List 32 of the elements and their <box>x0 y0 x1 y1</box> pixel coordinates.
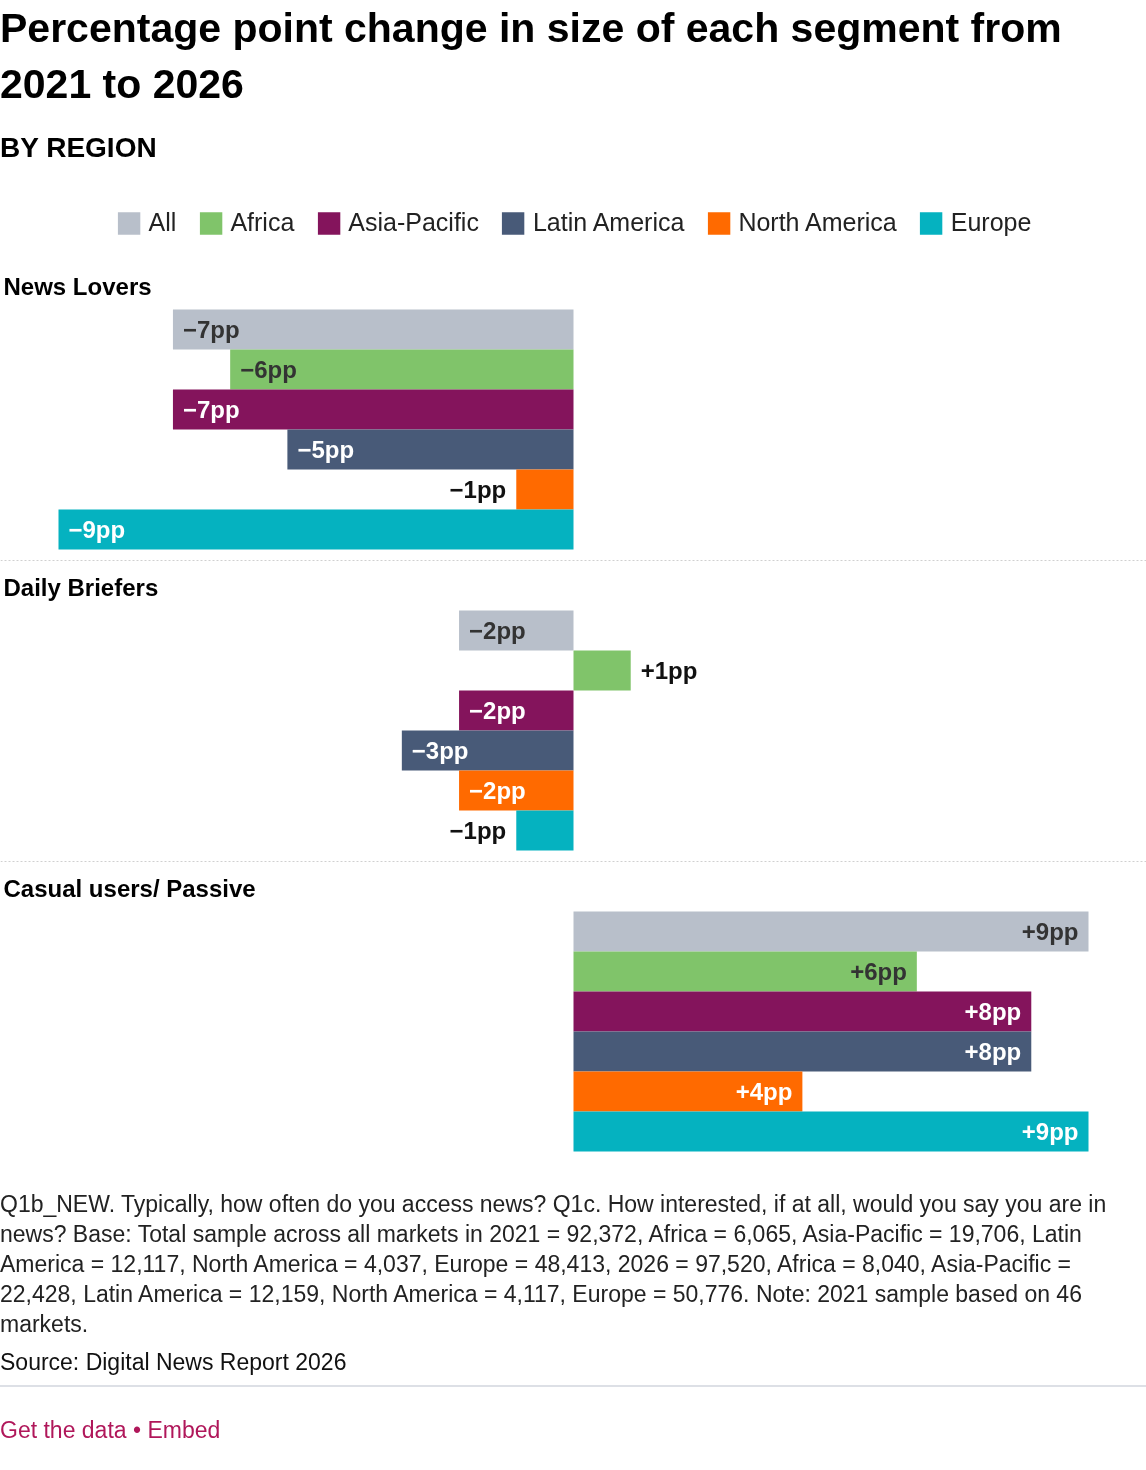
data-label: −9pp <box>68 516 126 543</box>
chart-title: Percentage point change in size of each segment from 2021 to 2026 <box>0 4 1063 109</box>
data-label: −6pp <box>240 356 297 383</box>
data-label: −7pp <box>182 316 240 343</box>
data-label: −5pp <box>297 436 355 463</box>
legend-label: Asia-Pacific <box>348 208 479 237</box>
legend-label: Africa <box>230 208 295 237</box>
data-label: +4pp <box>735 1078 793 1105</box>
data-label: +6pp <box>850 958 907 985</box>
data-label: −1pp <box>449 817 507 844</box>
data-label: −2pp <box>469 617 526 644</box>
data-label: −2pp <box>469 697 526 724</box>
source-note: Source: Digital News Report 2026 <box>0 1348 347 1377</box>
data-label: +9pp <box>1021 918 1079 945</box>
data-label: +8pp <box>964 998 1022 1025</box>
data-label: −2pp <box>469 777 526 804</box>
y-tick-label: Casual users/ Passive <box>3 875 256 902</box>
legend-label: North America <box>738 208 897 237</box>
text: Get the data • Embed <box>0 1416 221 1445</box>
data-label: −7pp <box>182 396 240 423</box>
chart-subtitle: BY REGION <box>0 131 157 165</box>
legend-label: Latin America <box>532 208 685 237</box>
y-tick-label: Daily Briefers <box>3 574 159 601</box>
data-label: −3pp <box>411 737 469 764</box>
legend-label: Europe <box>950 208 1032 237</box>
data-label: +1pp <box>640 657 698 684</box>
legend-label: All <box>148 208 177 237</box>
data-label: +8pp <box>964 1038 1022 1065</box>
text: Q1b_NEW. Typically, how often do you access news? Q1c. How interested, if at all, would you say you are in news? Base: Total sample across all markets in 2021 = 92,372, Africa = 6,065, Asia-Pacific = 19,706, Latin America = 12,117, North America = 4,037, Europe = 48,413, 2026 = 97,520, Africa = 8,040, Asia-Pacific = 22,428, Latin America = 12,159, North America = 4,117, Europe = 50,776. Note: 2021 sample based on 46 markets. <box>0 1190 1108 1339</box>
data-label: +9pp <box>1021 1118 1079 1145</box>
y-tick-label: News Lovers <box>3 273 152 300</box>
data-label: −1pp <box>449 476 507 503</box>
